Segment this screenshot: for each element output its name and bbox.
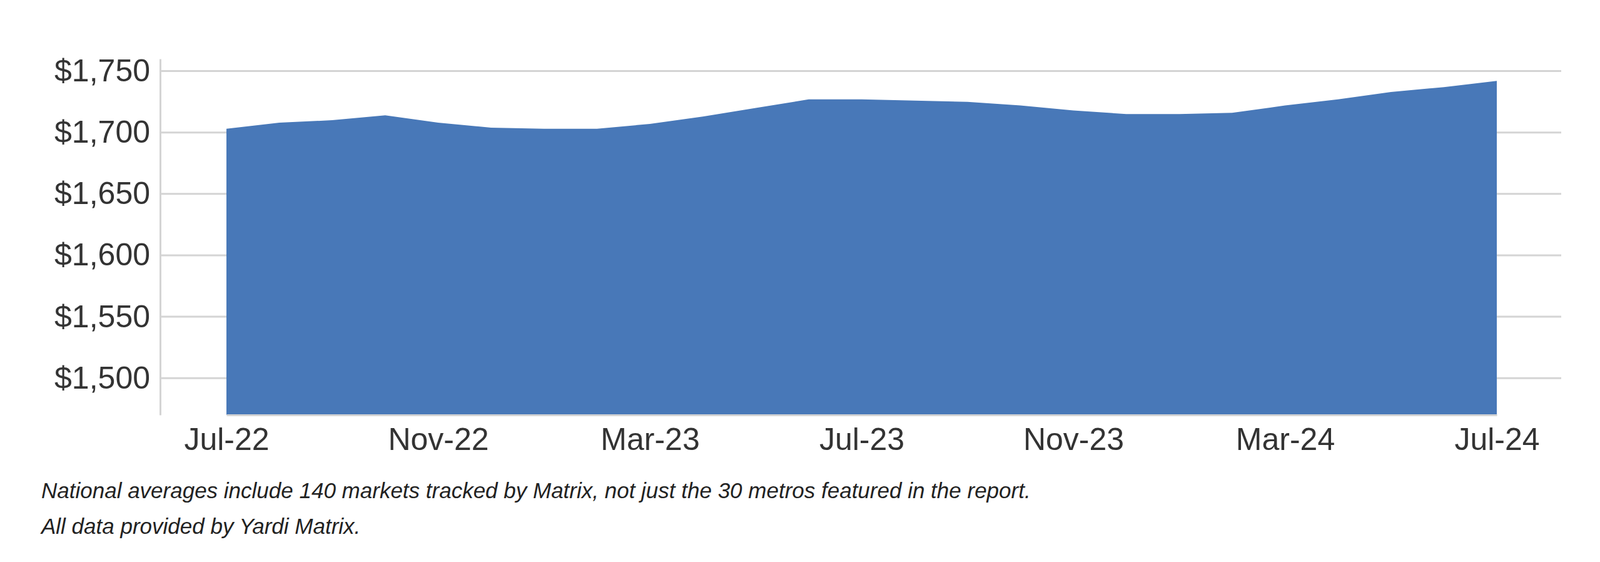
x-tick-label: Nov-23 [1023, 421, 1125, 457]
x-tick: Mar-24 [1235, 421, 1335, 457]
y-tick: $1,600 [54, 237, 161, 273]
chart: $1,500 $1,550 $1,600 $1,650 $1,700 $1,750 Jul-… [0, 0, 1600, 562]
x-tick: Mar-23 [600, 421, 700, 457]
y-tick: $1,650 [54, 175, 161, 211]
area [226, 80, 1497, 415]
x-axis: Jul-22 Nov-22 Mar-23 Jul-23 Nov-23 Mar-24 Jul-… [183, 415, 1540, 457]
y-tick: $1,750 [54, 53, 161, 89]
y-axis: $1,500 $1,550 $1,600 $1,650 $1,700 $1,750 [54, 53, 161, 415]
x-axis-line [227, 414, 1498, 416]
x-tick-label: Jul-22 [183, 421, 269, 457]
x-tick-label: Mar-23 [600, 421, 700, 457]
x-tick: Jul-23 [819, 421, 905, 457]
y-axis-line [159, 59, 162, 416]
footnote: All data provided by Yardi Matrix. [40, 513, 361, 538]
x-tick: Nov-23 [1023, 421, 1125, 457]
x-tick: Jul-22 [183, 421, 269, 457]
y-tick-label: $1,650 [54, 175, 151, 211]
x-tick: Nov-22 [387, 421, 489, 457]
x-tick-label: Jul-24 [1454, 421, 1540, 457]
y-tick-label: $1,600 [54, 237, 151, 273]
y-tick: $1,550 [54, 298, 161, 335]
y-tick-label: $1,750 [54, 53, 151, 89]
marks [226, 80, 1497, 415]
x-tick-label: Nov-22 [387, 421, 489, 457]
x-tick-label: Mar-24 [1235, 421, 1335, 457]
y-tick-label: $1,550 [54, 298, 151, 335]
y-tick: $1,700 [54, 114, 161, 150]
y-tick-label: $1,700 [54, 114, 151, 150]
x-tick: Jul-24 [1454, 421, 1540, 457]
y-tick-label: $1,500 [54, 360, 151, 396]
footnote: National averages include 140 markets tr… [41, 477, 1031, 503]
x-tick-label: Jul-23 [819, 421, 905, 457]
y-tick: $1,500 [54, 360, 161, 396]
grid-line [160, 70, 1562, 72]
